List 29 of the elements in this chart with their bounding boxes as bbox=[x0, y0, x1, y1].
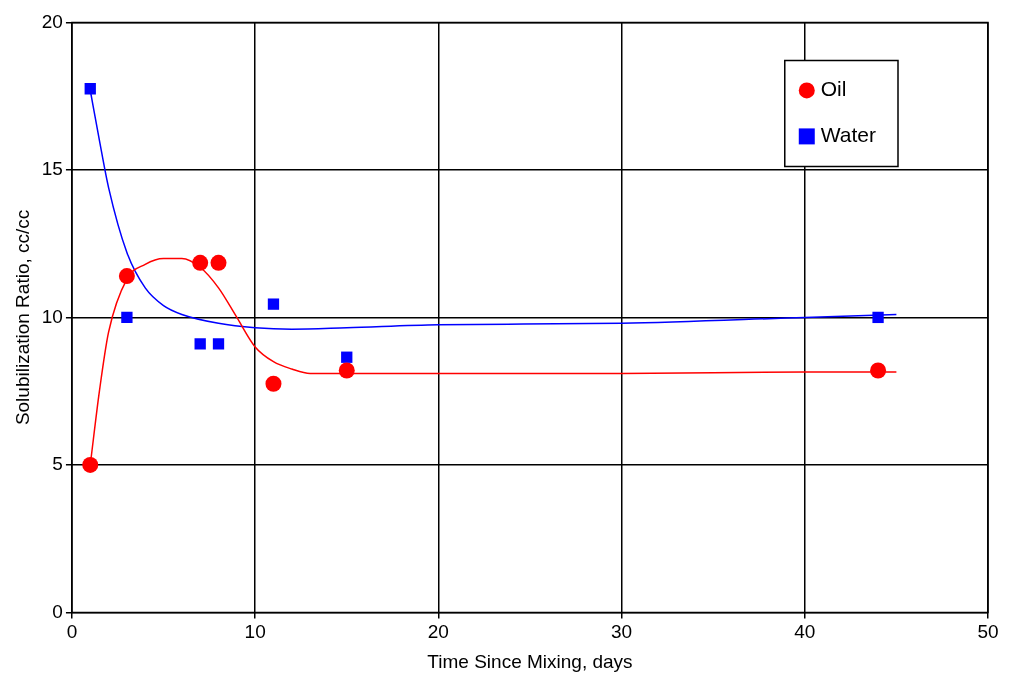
point bbox=[194, 338, 206, 350]
x-tick-label: 30 bbox=[611, 621, 633, 643]
point bbox=[82, 456, 99, 473]
point bbox=[341, 351, 353, 363]
y-tick-label: 5 bbox=[52, 453, 63, 475]
point bbox=[210, 254, 227, 271]
point bbox=[192, 254, 209, 271]
y-axis-title: Solubilization Ratio, cc/cc bbox=[11, 209, 33, 426]
point bbox=[267, 298, 280, 310]
point bbox=[118, 268, 135, 285]
point bbox=[84, 83, 96, 95]
point bbox=[870, 362, 887, 379]
x-tick-label: 20 bbox=[427, 621, 449, 643]
x-tick-label: 0 bbox=[66, 621, 78, 643]
x-tick-label: 50 bbox=[977, 621, 999, 643]
legend-label: Oil bbox=[820, 77, 847, 101]
point bbox=[121, 311, 133, 324]
y-tick-label: 10 bbox=[41, 305, 63, 327]
point bbox=[872, 311, 884, 324]
point bbox=[265, 375, 282, 392]
x-tick-label: 10 bbox=[244, 621, 266, 643]
x-tick-label: 40 bbox=[794, 621, 816, 643]
y-tick-label: 20 bbox=[41, 10, 63, 32]
y-tick-label: 15 bbox=[41, 158, 63, 180]
legend-label: Water bbox=[820, 123, 877, 147]
x-axis-title: Time Since Mixing, days bbox=[427, 650, 633, 672]
y-tick-label: 0 bbox=[52, 600, 63, 622]
point bbox=[338, 362, 355, 379]
point bbox=[212, 338, 225, 350]
